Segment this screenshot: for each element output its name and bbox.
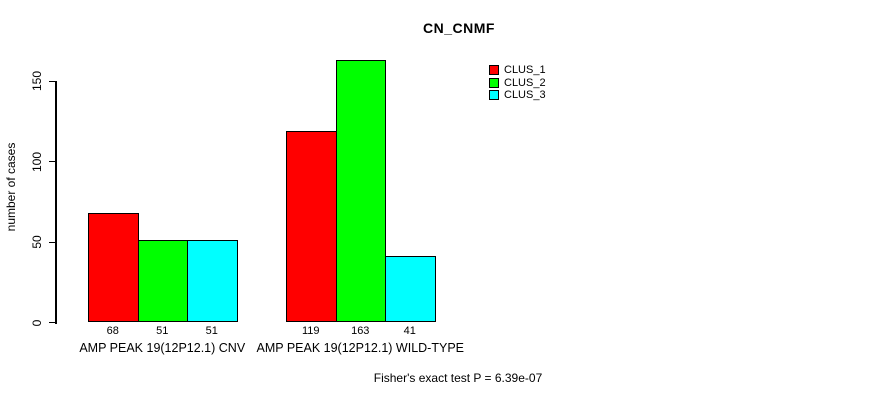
y-axis-tick (49, 161, 56, 163)
bar-clus_2-group1 (137, 240, 188, 323)
legend-label: CLUS_1 (504, 64, 546, 76)
legend-swatch-clus_3 (489, 90, 499, 101)
legend-item: CLUS_3 (489, 89, 546, 102)
y-axis-tick-label: 150 (30, 70, 44, 92)
y-axis-line (55, 81, 57, 324)
bar-value-label: 41 (403, 325, 416, 337)
legend-swatch-clus_1 (489, 65, 499, 76)
bar-value-label: 51 (156, 325, 169, 337)
legend-label: CLUS_3 (504, 89, 546, 101)
bar-value-label: 119 (301, 325, 320, 337)
legend-label: CLUS_2 (504, 76, 546, 89)
y-axis-tick-label: 0 (30, 319, 44, 326)
y-axis-tick-label: 50 (30, 235, 44, 249)
category-label: AMP PEAK 19(12P12.1) CNV (79, 341, 246, 355)
bar-clus_2-group2 (335, 60, 386, 323)
y-axis-label: number of cases (4, 142, 18, 232)
y-axis-tick (49, 241, 56, 243)
annotation-text: Fisher's exact test P = 6.39e-07 (373, 371, 543, 385)
bar-value-label: 51 (205, 325, 218, 337)
bar-value-label: 68 (106, 325, 119, 337)
legend-item: CLUS_2 (489, 77, 546, 90)
bar-clus_1-group2 (286, 130, 337, 323)
category-label: AMP PEAK 19(12P12.1) WILD-TYPE (256, 341, 465, 355)
y-axis-tick-label: 100 (30, 151, 44, 172)
bar-value-label: 163 (351, 325, 370, 337)
bar-clus_1-group1 (88, 213, 139, 323)
bar-clus_3-group2 (385, 256, 436, 323)
y-axis-tick (49, 322, 56, 324)
y-axis-tick (49, 80, 56, 82)
legend-item: CLUS_1 (489, 64, 546, 77)
legend: CLUS_1 CLUS_2 CLUS_3 (489, 64, 546, 102)
chart-title: CN_CNMF (423, 20, 495, 36)
bar-clus_3-group1 (187, 240, 238, 323)
legend-swatch-clus_2 (489, 77, 499, 88)
